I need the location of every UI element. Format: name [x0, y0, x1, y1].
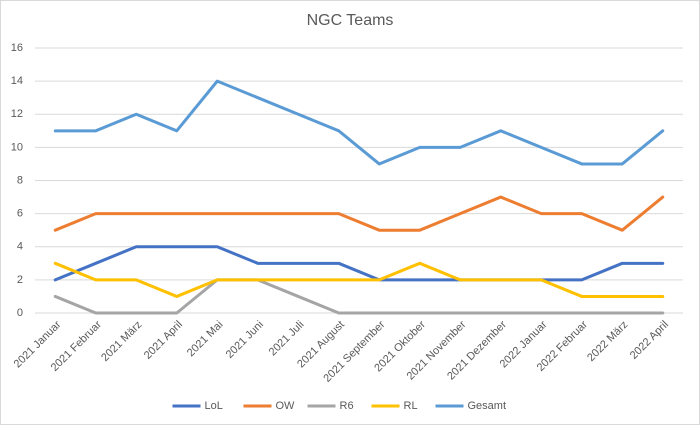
y-tick-label: 2 — [17, 274, 23, 286]
y-tick-label: 12 — [11, 108, 23, 120]
series-line — [53, 261, 665, 298]
legend-label: Gesamt — [468, 400, 507, 412]
y-tick-label: 10 — [11, 141, 23, 153]
legend-label: RL — [404, 400, 418, 412]
series-line — [53, 195, 665, 232]
y-tick-label: 4 — [17, 241, 23, 253]
chart-title: NGC Teams — [307, 12, 394, 29]
series-line — [53, 79, 665, 166]
legend-label: LoL — [205, 400, 223, 412]
series-line — [53, 245, 665, 282]
y-tick-label: 0 — [17, 307, 23, 319]
series-line — [53, 278, 665, 315]
y-tick-label: 8 — [17, 174, 23, 186]
y-tick-label: 16 — [11, 42, 23, 54]
legend-label: OW — [276, 400, 296, 412]
legend-label: R6 — [340, 400, 354, 412]
y-tick-label: 14 — [11, 75, 23, 87]
y-tick-label: 6 — [17, 208, 23, 220]
